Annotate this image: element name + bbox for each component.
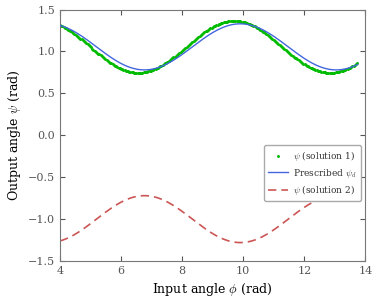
Prescribed $\psi_d$: [235, 22, 240, 26]
Prescribed $\psi_d$: [58, 24, 62, 27]
Prescribed $\psi_d$: [201, 37, 206, 41]
$\psi$ (solution 2): [355, 199, 360, 203]
$\psi$ (solution 2): [334, 194, 338, 198]
Prescribed $\psi_d$: [334, 68, 338, 72]
Line: $\psi$ (solution 1): $\psi$ (solution 1): [59, 19, 359, 74]
$\psi$ (solution 2): [302, 205, 307, 209]
$\psi$ (solution 1): [58, 23, 62, 27]
X-axis label: Input angle $\phi$ (rad): Input angle $\phi$ (rad): [152, 282, 273, 299]
Prescribed $\psi_d$: [199, 38, 204, 42]
$\psi$ (solution 1): [200, 32, 204, 36]
$\psi$ (solution 2): [219, 236, 223, 240]
$\psi$ (solution 1): [236, 19, 241, 23]
$\psi$ (solution 1): [136, 71, 141, 75]
Legend: $\psi$ (solution 1), Prescribed $\psi_d$, $\psi$ (solution 2): $\psi$ (solution 1), Prescribed $\psi_d$…: [264, 145, 361, 201]
$\psi$ (solution 2): [238, 241, 242, 244]
$\psi$ (solution 1): [349, 65, 354, 68]
Line: Prescribed $\psi_d$: Prescribed $\psi_d$: [60, 24, 358, 70]
Prescribed $\psi_d$: [219, 26, 223, 30]
$\psi$ (solution 2): [349, 197, 354, 200]
Prescribed $\psi_d$: [349, 65, 354, 69]
$\psi$ (solution 2): [199, 224, 204, 228]
Prescribed $\psi_d$: [355, 63, 360, 66]
$\psi$ (solution 1): [232, 19, 237, 23]
Prescribed $\psi_d$: [238, 22, 242, 26]
$\psi$ (solution 1): [220, 21, 224, 25]
$\psi$ (solution 1): [201, 31, 206, 35]
Prescribed $\psi_d$: [302, 57, 307, 60]
$\psi$ (solution 2): [201, 226, 206, 229]
$\psi$ (solution 2): [58, 239, 62, 243]
$\psi$ (solution 1): [303, 63, 307, 67]
Line: $\psi$ (solution 2): $\psi$ (solution 2): [60, 196, 358, 243]
$\psi$ (solution 1): [355, 61, 360, 65]
Y-axis label: Output angle $\psi$ (rad): Output angle $\psi$ (rad): [6, 70, 23, 201]
$\psi$ (solution 2): [235, 241, 240, 244]
